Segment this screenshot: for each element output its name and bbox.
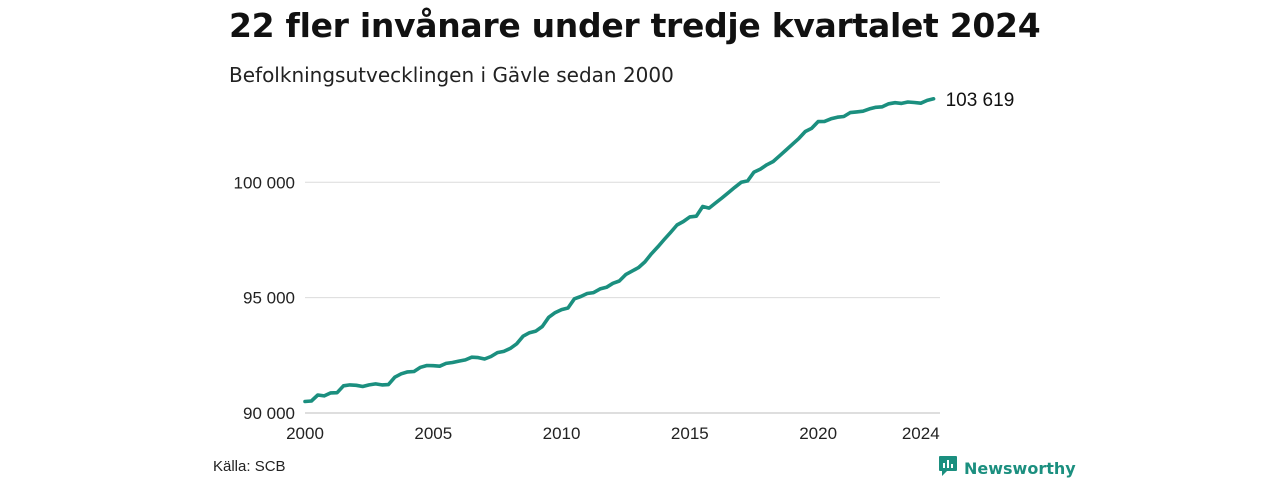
chart-subtitle: Befolkningsutvecklingen i Gävle sedan 20… — [229, 63, 674, 87]
end-value-label: 103 619 — [946, 90, 1015, 111]
brand-logo[interactable]: Newsworthy — [938, 455, 1076, 482]
x-tick-label: 2015 — [671, 424, 709, 443]
y-tick-label: 90 000 — [243, 404, 295, 423]
chart-title: 22 fler invånare under tredje kvartalet … — [229, 6, 1041, 45]
y-tick-label: 100 000 — [234, 173, 295, 192]
y-tick-label: 95 000 — [243, 289, 295, 308]
x-tick-label: 2024 — [902, 424, 940, 443]
x-tick-label: 2010 — [543, 424, 581, 443]
gridlines — [305, 181, 940, 414]
x-axis-ticks: 2000 2005 2010 2015 2020 2024 — [286, 424, 940, 443]
x-tick-label: 2000 — [286, 424, 324, 443]
source-note: Källa: SCB — [213, 458, 286, 475]
x-tick-label: 2005 — [414, 424, 452, 443]
x-tick-label: 2020 — [799, 424, 837, 443]
y-axis-ticks: 90 000 95 000 100 000 — [234, 173, 295, 423]
brand-name: Newsworthy — [964, 459, 1076, 478]
newsworthy-logo-icon — [938, 455, 958, 482]
series-line — [303, 97, 936, 404]
